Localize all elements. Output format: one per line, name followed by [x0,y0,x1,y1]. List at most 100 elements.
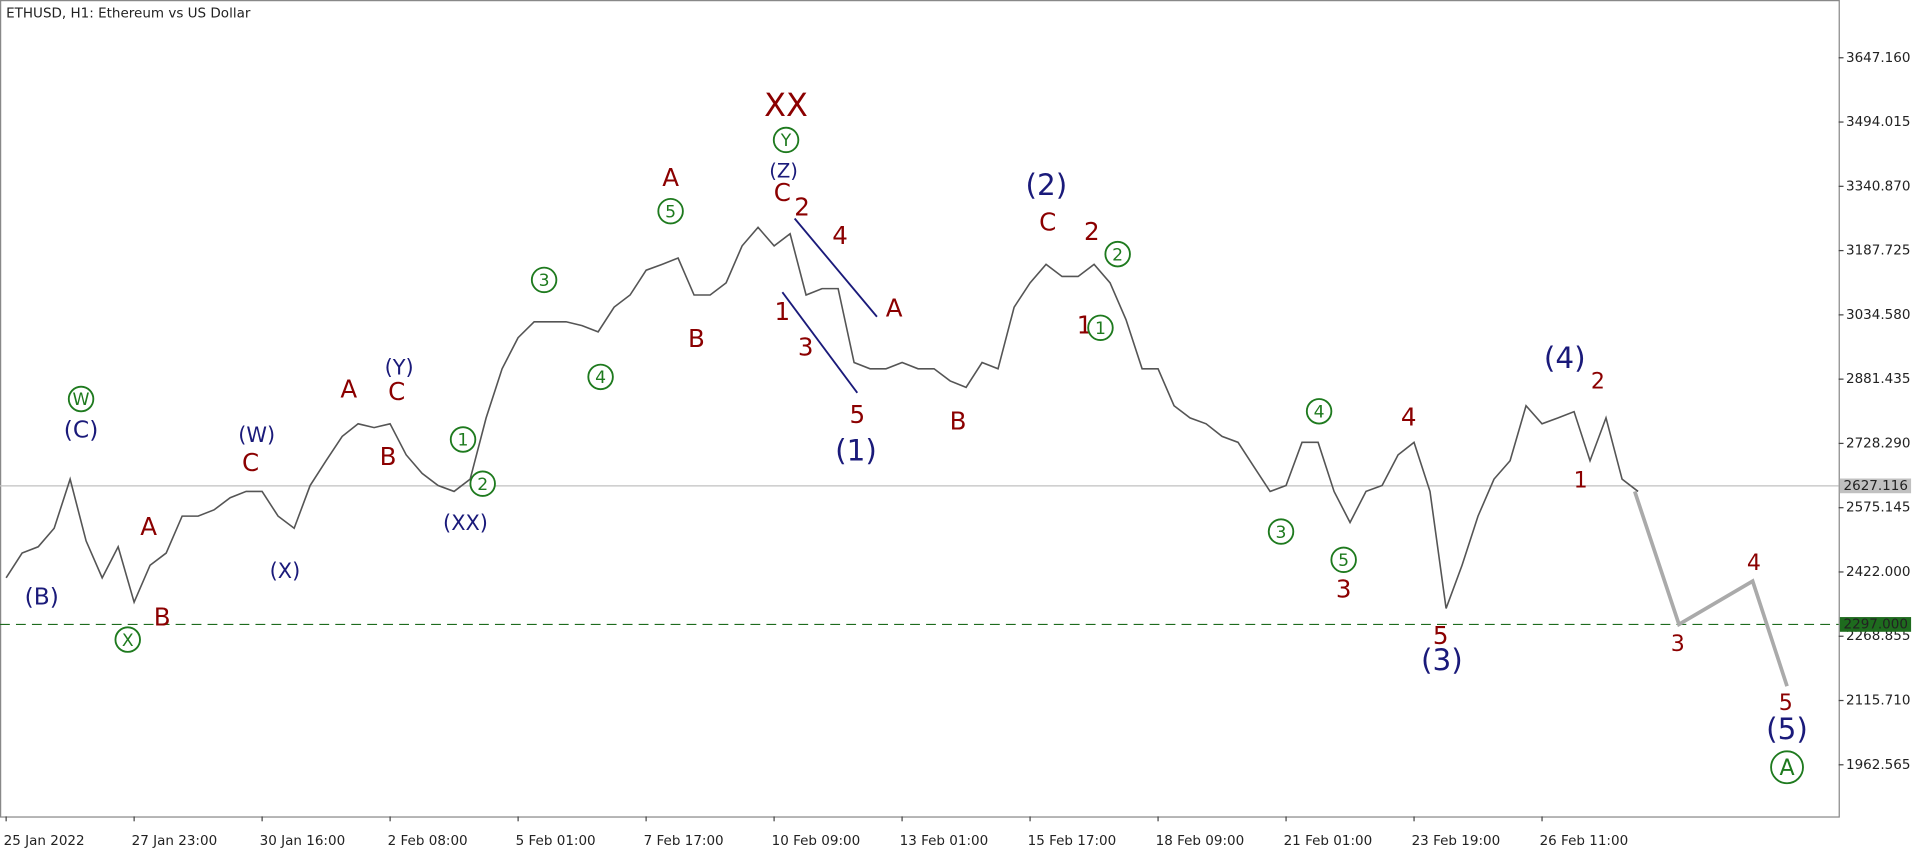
wave-label: A [1779,755,1794,781]
y-tick-label: 2881.435 [1846,371,1910,387]
trend-line [793,217,878,318]
wave-label: 3 [1276,523,1287,543]
wave-label: (XX) [443,511,488,535]
wave-circle [469,470,496,497]
wave-label: X [122,631,134,651]
wave-label: 5 [1338,551,1349,571]
wave-circle [1087,314,1114,341]
wave-label: (Y) [385,355,414,379]
x-tick-label: 30 Jan 16:00 [260,833,346,849]
y-tick-label: 2268.855 [1846,628,1910,644]
wave-label: C [388,377,405,406]
wave-label: 3 [539,271,550,291]
y-tick-label: 3494.015 [1846,114,1910,130]
x-tick-label: 7 Feb 17:00 [644,833,724,849]
wave-label: 5 [665,202,676,222]
y-tick-label: 2115.710 [1846,693,1910,709]
x-tick-label: 10 Feb 09:00 [772,833,861,849]
wave-label: B [688,324,705,353]
wave-label: 2 [477,475,488,495]
wave-circle [587,363,614,391]
wave-label: 2 [794,193,810,222]
wave-circle [1305,398,1333,425]
wave-label: 1 [775,297,791,326]
wave-label: (X) [270,559,301,583]
wave-label: 4 [1314,402,1325,422]
plot-frame [0,0,1840,818]
x-tick-label: 13 Feb 01:00 [900,833,989,849]
wave-label: A [662,163,679,192]
wave-label: 3 [1336,575,1352,604]
x-tick-label: 23 Feb 19:00 [1412,833,1501,849]
wave-label: 1 [1095,319,1106,339]
price-box-label: 2627.116 [1844,478,1908,494]
wave-circle [67,385,95,413]
wave-circle [114,626,141,653]
wave-label: 1 [1574,468,1588,494]
wave-label: 5 [849,400,865,429]
wave-label: 4 [1401,403,1417,432]
wave-label: (2) [1026,168,1068,202]
chart-title: ETHUSD, H1: Ethereum vs US Dollar [6,6,251,22]
y-tick-label: 2422.000 [1846,564,1910,580]
wave-label: 2 [1591,368,1605,394]
wave-label: W [73,390,90,410]
wave-circle [1330,546,1357,574]
y-tick-label: 3187.725 [1846,243,1910,259]
wave-label: (W) [238,423,275,447]
wave-label: A [340,374,357,403]
wave-label: 4 [595,368,606,388]
wave-circle [449,426,477,453]
projection-line [1632,490,1789,687]
wave-label: 4 [1747,550,1761,576]
price-box [1839,478,1912,494]
wave-label: (C) [64,415,99,443]
wave-circle [1267,518,1295,545]
y-tick-label: 3647.160 [1846,50,1910,66]
wave-label: 5 [1433,621,1449,650]
wave-label: 2 [1084,217,1100,246]
wave-label: A [886,293,903,322]
x-tick-label: 5 Feb 01:00 [516,833,596,849]
wave-label: C [774,178,791,207]
y-tick-label: 3340.870 [1846,178,1910,194]
wave-label: XX [764,86,808,124]
price-box [1839,617,1912,632]
wave-label: (5) [1766,712,1808,746]
x-tick-label: 18 Feb 09:00 [1156,833,1245,849]
wave-label: (Z) [769,159,798,182]
wave-label: (B) [25,582,59,610]
wave-label: 5 [1779,690,1793,716]
x-tick-label: 25 Jan 2022 [4,833,85,849]
x-tick-label: 27 Jan 23:00 [132,833,218,849]
price-line [5,226,1639,609]
wave-label: 4 [832,221,848,250]
wave-label: B [380,442,397,471]
wave-label: 3 [798,333,814,362]
wave-circle [1104,240,1131,268]
wave-label: (3) [1421,643,1463,677]
wave-label: B [950,406,967,435]
x-tick-label: 15 Feb 17:00 [1028,833,1117,849]
wave-label: Y [780,131,792,151]
wave-circle [657,197,684,225]
y-tick-label: 1962.565 [1846,757,1910,773]
wave-label: C [1039,207,1056,236]
wave-circle [530,266,558,294]
wave-label: (1) [835,433,877,467]
x-tick-label: 21 Feb 01:00 [1284,833,1373,849]
wave-label: (4) [1544,341,1586,375]
wave-label: 3 [1671,631,1685,657]
wave-label: C [242,448,259,477]
price-box-label: 2297.000 [1844,616,1908,632]
y-tick-label: 2575.145 [1846,500,1910,516]
y-tick-label: 3034.580 [1846,307,1910,323]
x-tick-label: 26 Feb 11:00 [1540,833,1629,849]
wave-label: B [154,603,171,632]
wave-label: 2 [1112,245,1123,265]
wave-label: 1 [458,431,469,451]
trend-line [781,291,859,394]
wave-label: A [140,512,157,541]
x-tick-label: 2 Feb 08:00 [388,833,468,849]
